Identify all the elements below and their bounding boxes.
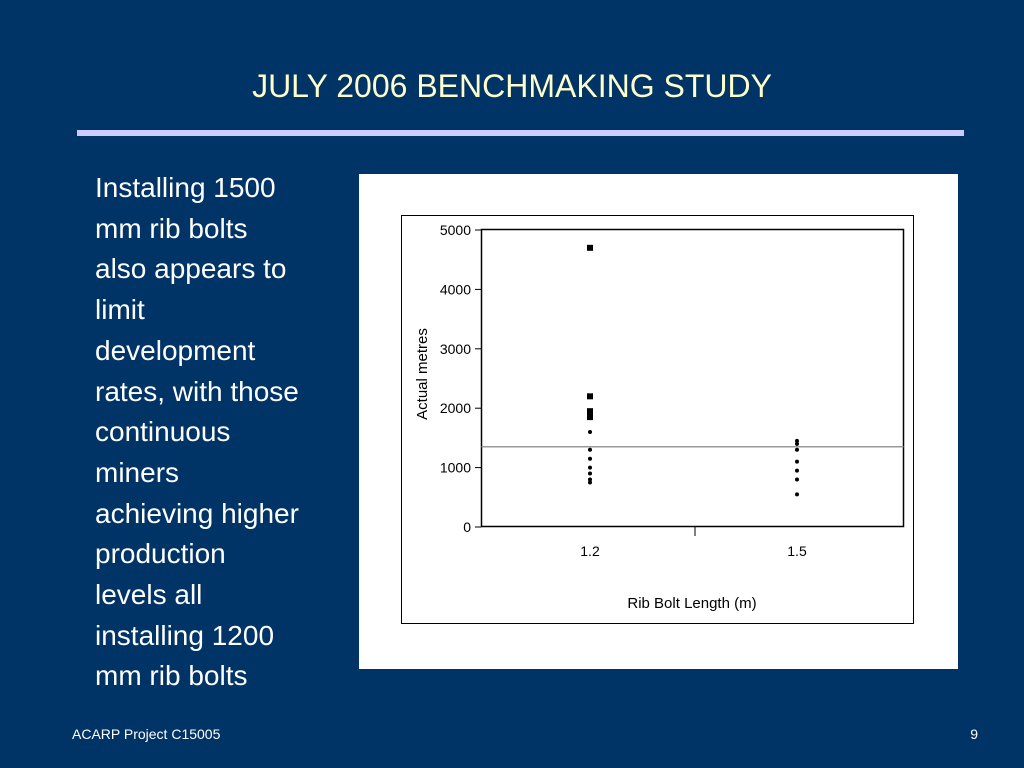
data-point	[795, 459, 799, 464]
body-line: rates, with those	[95, 375, 299, 407]
chart-panel: 0 1000 2000 3000 4000 5000 1.2 1.5 Rib Bolt Leng…	[359, 174, 958, 669]
data-point	[588, 465, 592, 470]
data-point	[795, 492, 799, 497]
data-point	[588, 480, 592, 485]
data-point	[588, 447, 592, 452]
y-tick-label: 2000	[440, 400, 471, 416]
body-line: levels all	[95, 579, 203, 611]
data-point	[795, 447, 799, 452]
data-point	[588, 471, 592, 476]
body-text: Installing 1500 mm rib bolts also appear…	[95, 168, 350, 697]
body-line: also appears to	[95, 253, 287, 285]
y-axis-label: Actual metres	[414, 328, 431, 420]
body-line: development	[95, 334, 256, 366]
body-line: continuous	[95, 416, 231, 448]
slide-title: JULY 2006 BENCHMAKING STUDY	[252, 68, 772, 104]
y-tick-label: 3000	[440, 341, 471, 357]
data-point	[588, 429, 592, 434]
data-point	[588, 477, 592, 482]
title-underline	[77, 130, 964, 136]
body-line: production	[95, 538, 226, 570]
data-point	[587, 393, 593, 400]
data-point	[795, 477, 799, 482]
data-point	[587, 244, 593, 251]
body-line: mm rib bolts	[95, 212, 248, 244]
data-point	[795, 441, 799, 446]
body-line: installing 1200	[95, 619, 275, 651]
x-axis-label: Rib Bolt Length (m)	[627, 595, 756, 612]
data-point	[588, 456, 592, 461]
y-tick-label: 1000	[440, 460, 471, 476]
body-line: limit	[95, 294, 145, 326]
x-tick-label: 1.2	[580, 543, 600, 559]
scatter-chart: 0 1000 2000 3000 4000 5000 1.2 1.5 Rib Bolt Leng…	[401, 215, 914, 624]
y-tick-label: 4000	[440, 281, 471, 297]
footer-project: ACARP Project C15005	[72, 726, 221, 742]
body-line: achieving higher	[95, 497, 299, 529]
chart-frame	[401, 215, 914, 624]
body-line: Installing 1500	[95, 172, 276, 203]
data-point	[587, 414, 593, 421]
page-number: 9	[970, 726, 978, 742]
body-line: mm rib bolts	[95, 660, 248, 692]
data-point	[795, 468, 799, 473]
body-line: miners	[95, 456, 180, 488]
x-tick-label: 1.5	[787, 543, 807, 559]
data-point	[795, 438, 799, 443]
plot-area	[480, 228, 905, 528]
y-tick-label: 5000	[440, 222, 471, 238]
y-tick-label: 0	[463, 519, 471, 535]
